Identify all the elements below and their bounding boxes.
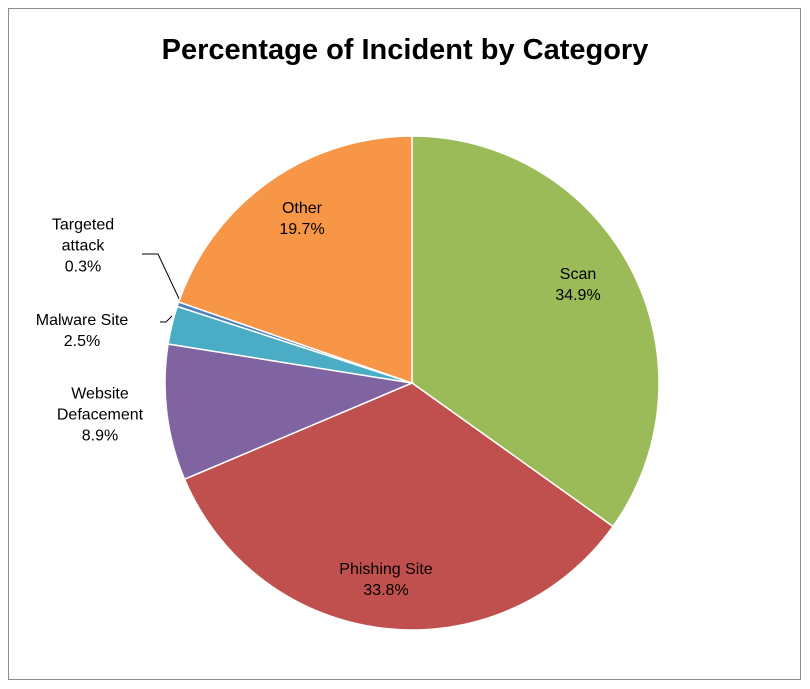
pie-slice: [183, 382, 615, 631]
category-label: Other: [281, 200, 322, 217]
pie-slice: [177, 135, 413, 385]
leader-line: [142, 253, 183, 306]
data-label: Website Defacement 8.9%: [45, 384, 155, 447]
data-label: Malware Site 2.5%: [17, 310, 147, 352]
value-label: 2.5%: [63, 333, 101, 350]
value-label: 33.8%: [363, 582, 409, 599]
pie-slice: [164, 343, 415, 481]
category-label: Phishing Site: [339, 561, 433, 578]
data-label: Scan 34.9%: [538, 264, 618, 306]
value-label: 0.3%: [64, 258, 102, 276]
data-label: Other 19.7%: [262, 198, 342, 240]
category-label: Targeted attack: [51, 216, 115, 255]
value-label: 8.9%: [81, 427, 119, 445]
data-label: Targeted attack 0.3%: [47, 215, 119, 278]
leader-line: [160, 315, 173, 323]
category-label: Scan: [559, 266, 597, 283]
category-label: Website Defacement: [56, 385, 144, 424]
category-label: Malware Site: [35, 312, 129, 329]
data-label: Phishing Site 33.8%: [326, 559, 446, 601]
value-label: 34.9%: [555, 287, 601, 304]
chart-title: Percentage of Incident by Category: [161, 34, 649, 66]
value-label: 19.7%: [279, 221, 325, 238]
pie-slice: [411, 135, 660, 528]
